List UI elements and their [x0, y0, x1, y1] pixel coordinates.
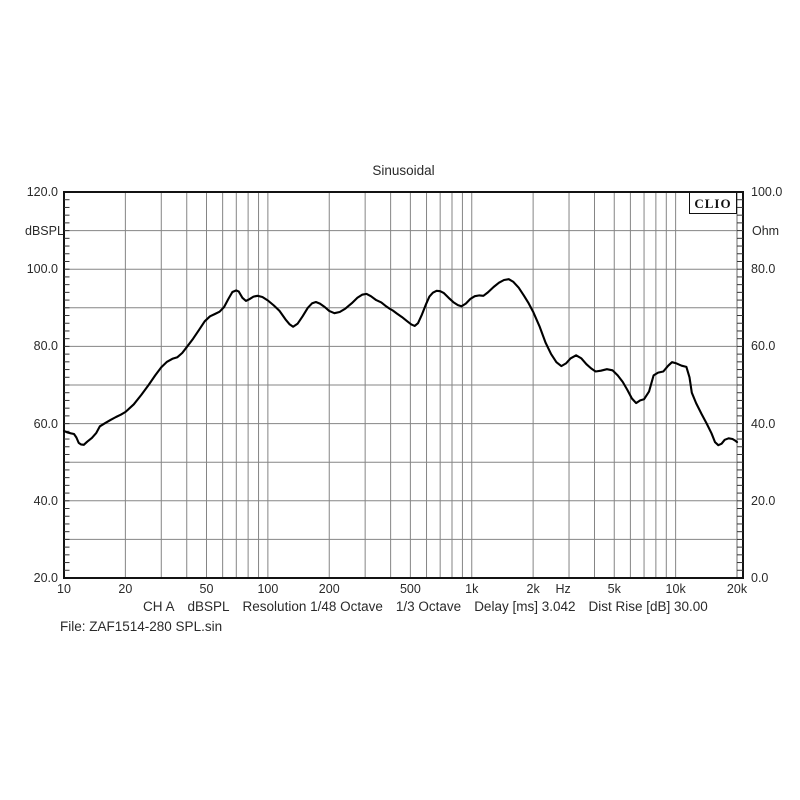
file-name-label: File: ZAF1514-280 SPL.sin: [60, 619, 223, 634]
x-axis-tick-label: 50: [199, 582, 214, 596]
x-axis-tick-label: 1k: [465, 582, 479, 596]
x-axis-tick-label: 100: [257, 582, 279, 596]
status-dist-rise: Dist Rise [dB] 30.00: [588, 599, 708, 614]
right-axis-unit-label: Ohm: [752, 224, 780, 238]
status-delay: Delay [ms] 3.042: [474, 599, 576, 614]
clio-logo-box: CLIO: [689, 193, 737, 214]
left-axis-tick-label: 120.0: [26, 185, 58, 199]
status-channel: CH A: [143, 599, 175, 614]
x-axis-tick-label: 10k: [665, 582, 686, 596]
chart-title: Sinusoidal: [372, 163, 435, 178]
x-axis-tick-label: 20k: [726, 582, 748, 596]
measurement-status-bar: CH A dBSPL Resolution 1/48 Octave 1/3 Oc…: [143, 599, 708, 614]
status-smoothing: 1/3 Octave: [395, 599, 462, 614]
right-axis-tick-label: 60.0: [751, 339, 776, 354]
left-axis-tick-label: 100.0: [26, 262, 58, 277]
x-axis-tick-label: 20: [118, 582, 133, 596]
left-axis-tick-label: 80.0: [33, 339, 58, 354]
status-resolution: Resolution 1/48 Octave: [242, 599, 383, 614]
x-axis-tick-label: 10: [57, 582, 71, 596]
left-axis-tick-label: 40.0: [33, 493, 58, 508]
left-axis-tick-label: 60.0: [33, 416, 58, 431]
right-axis-tick-label: 80.0: [751, 262, 776, 277]
left-axis-tick-label: 20.0: [33, 571, 58, 585]
status-unit: dBSPL: [187, 599, 230, 614]
right-axis-tick-label: 0.0: [751, 571, 769, 585]
clio-logo-text: CLIO: [694, 195, 732, 211]
x-axis-tick-label: 500: [399, 582, 421, 596]
left-axis-unit-label: dBSPL: [25, 224, 64, 238]
right-axis-tick-label: 40.0: [751, 416, 776, 431]
spl-curve: [62, 278, 739, 447]
x-axis-tick-label: 5k: [607, 582, 621, 596]
right-axis-tick-label: 100.0: [751, 185, 783, 199]
x-axis-tick-label: 2k: [526, 582, 540, 596]
x-axis-unit-label: Hz: [555, 582, 571, 596]
x-axis-tick-label: 200: [318, 582, 340, 596]
right-axis-tick-label: 20.0: [751, 493, 776, 508]
